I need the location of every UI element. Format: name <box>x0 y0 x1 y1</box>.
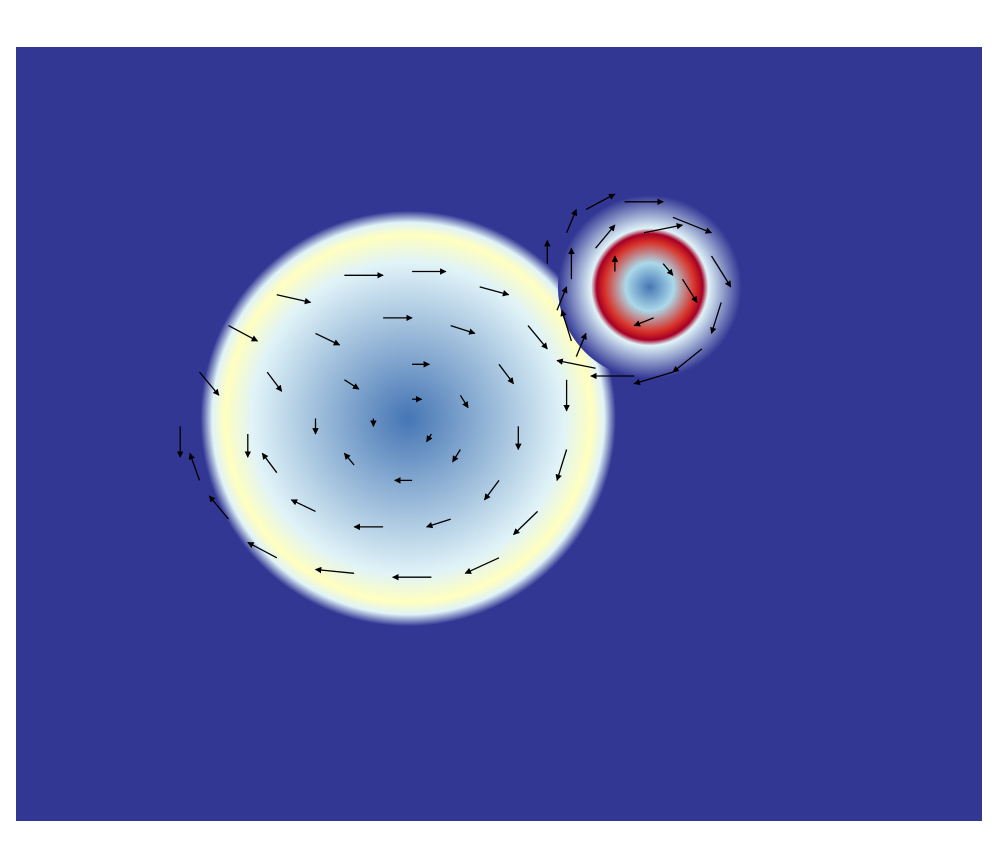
scalar-field-layer <box>200 195 742 627</box>
velocity-arrow <box>459 394 469 409</box>
velocity-arrow <box>343 452 355 466</box>
velocity-arrow <box>710 302 722 335</box>
velocity-arrow <box>555 449 568 482</box>
velocity-arrow <box>261 452 278 474</box>
velocity-arrow <box>276 294 312 305</box>
velocity-arrow <box>672 348 703 373</box>
velocity-arrow <box>315 332 341 346</box>
velocity-arrow <box>595 224 616 249</box>
velocity-arrow <box>633 317 654 327</box>
velocity-arrow <box>585 193 616 211</box>
velocity-arrow <box>662 263 674 276</box>
velocity-arrow <box>560 309 573 342</box>
velocity-arrow <box>266 371 283 392</box>
plot-area <box>16 47 982 821</box>
velocity-arrow <box>464 557 500 574</box>
velocity-arrow <box>710 255 732 288</box>
velocity-arrow <box>556 358 596 369</box>
heatmap-quiver-chart <box>16 47 982 821</box>
velocity-arrow <box>672 216 713 234</box>
velocity-arrow <box>527 325 548 350</box>
velocity-arrow <box>290 499 316 512</box>
velocity-vectors <box>176 193 732 581</box>
velocity-arrow <box>633 371 674 386</box>
field-blob-large-vortex <box>200 210 616 627</box>
velocity-arrow <box>556 286 568 311</box>
velocity-arrow <box>314 566 355 574</box>
velocity-arrow <box>513 510 539 536</box>
velocity-arrow <box>426 433 433 443</box>
velocity-arrow <box>479 286 510 297</box>
velocity-arrow <box>483 480 500 501</box>
velocity-arrow <box>188 452 201 481</box>
velocity-arrow <box>643 222 684 234</box>
velocity-arrow <box>247 541 278 559</box>
velocity-arrow <box>565 208 578 234</box>
velocity-arrow <box>425 518 451 529</box>
velocity-arrow <box>208 495 229 520</box>
field-blob-small-vortex <box>557 195 742 379</box>
velocity-arrow <box>575 332 587 357</box>
velocity-arrow <box>228 325 259 342</box>
velocity-arrow <box>681 278 698 303</box>
velocity-arrow <box>199 371 220 396</box>
velocity-arrow <box>498 363 515 385</box>
velocity-arrow <box>450 324 476 335</box>
velocity-arrow <box>344 379 360 390</box>
velocity-arrow <box>452 449 461 463</box>
